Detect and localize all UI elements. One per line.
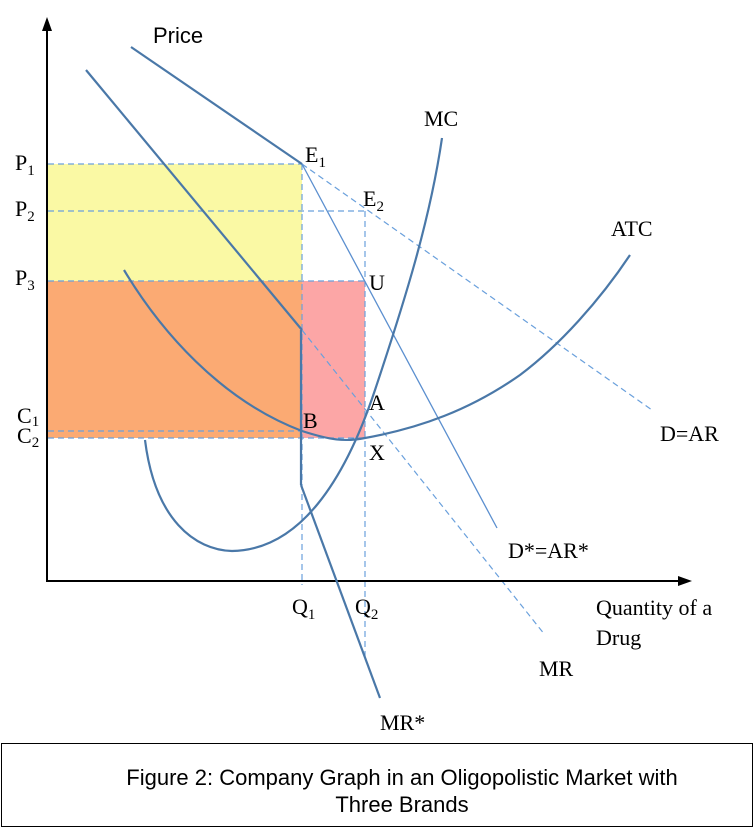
atc-label: ATC [611, 216, 653, 241]
p1-label: P1 [15, 150, 35, 179]
q1-label: Q1 [292, 594, 315, 623]
point-u-label: U [369, 270, 385, 295]
y-axis-arrow [42, 17, 52, 31]
axis-y-title: Price [153, 23, 203, 48]
figure-caption: Figure 2: Company Graph in an Oligopolis… [1, 743, 753, 827]
d-star-label: D*=AR* [508, 538, 589, 563]
mr-curve [85, 69, 303, 331]
atc-curve [123, 254, 631, 442]
axes [42, 17, 692, 586]
point-e1-label: E1 [305, 142, 326, 171]
q2-label: Q2 [355, 594, 378, 623]
d-star-curve [301, 163, 498, 529]
guide-lines [48, 163, 653, 660]
point-x-label: X [369, 440, 385, 465]
mc-label: MC [424, 106, 458, 131]
curves [85, 46, 631, 699]
d-curve-lower [301, 163, 653, 411]
mr-star-label: MR* [380, 710, 425, 735]
mc-curve [143, 137, 444, 553]
p3-label: P3 [15, 265, 35, 294]
point-b-label: B [303, 408, 318, 433]
point-e2-label: E2 [363, 186, 384, 215]
p2-label: P2 [15, 196, 35, 225]
d-curve [130, 46, 303, 165]
orange-area [48, 281, 302, 438]
caption-line-1: Figure 2: Company Graph in an Oligopolis… [126, 765, 678, 790]
point-a-label: A [369, 390, 385, 415]
d-label: D=AR [660, 421, 719, 446]
caption-line-2: Three Brands [335, 792, 469, 817]
mr-star-curve [299, 484, 382, 699]
c2-label: C2 [17, 423, 39, 451]
mr-label: MR [539, 656, 574, 681]
oligopoly-diagram: Price Quantity of a Drug P1 P2 P3 C1 C2 … [15, 17, 719, 735]
axis-x-title-line1: Quantity of a [596, 595, 712, 620]
mr-curve-lower [301, 329, 546, 636]
yellow-area [48, 164, 302, 281]
c1-label: C1 [17, 403, 39, 430]
pink-area [302, 281, 365, 438]
x-axis-arrow [678, 576, 692, 586]
axis-x-title-line2: Drug [596, 625, 641, 650]
